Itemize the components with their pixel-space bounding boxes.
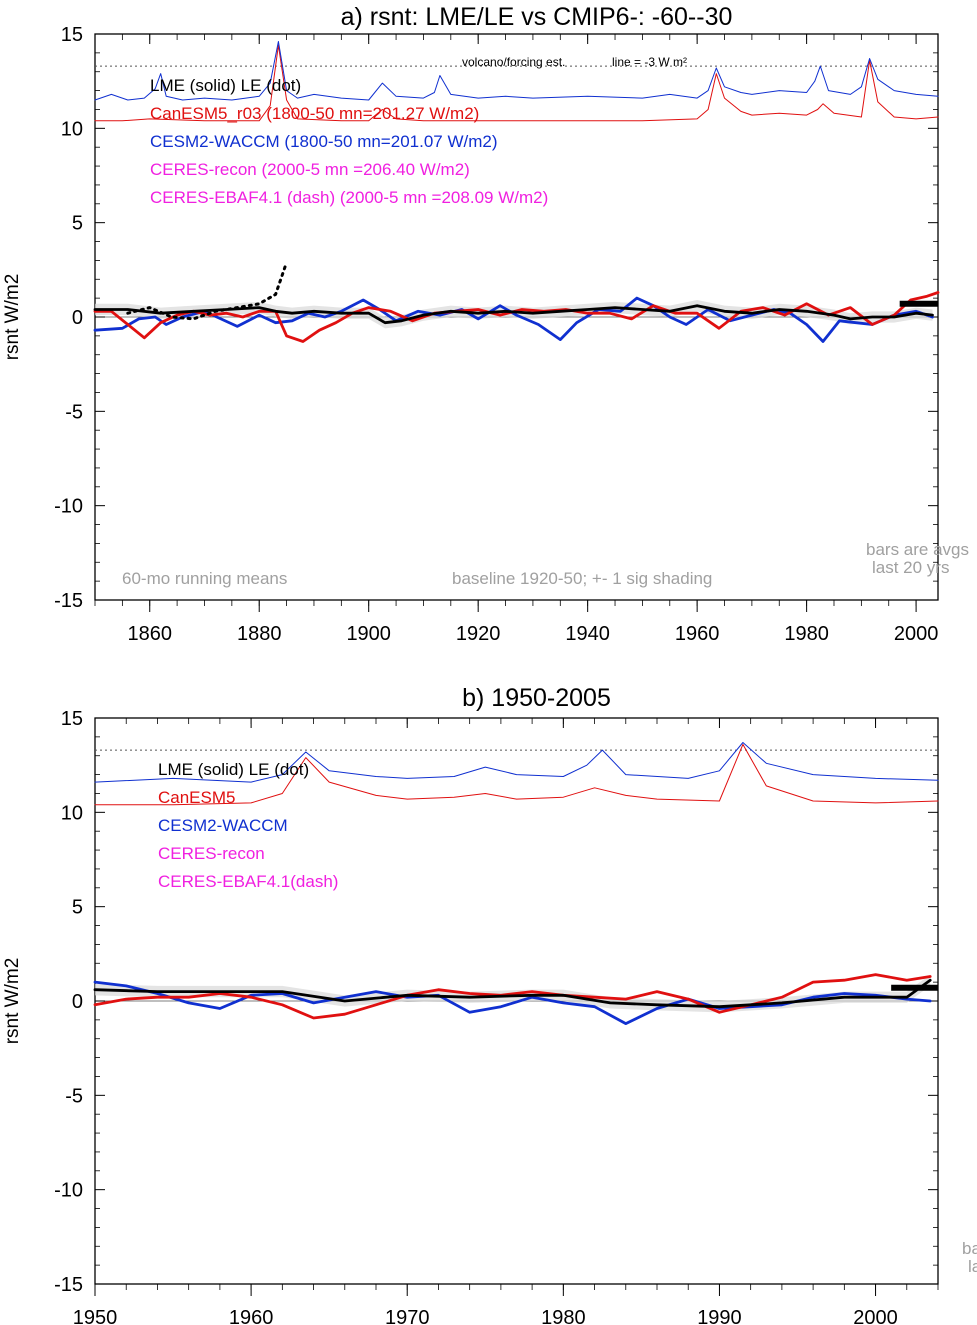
y-axis-label: rsnt W/m2 — [2, 274, 23, 361]
legend-entry: CERES-EBAF4.1 (dash) (2000-5 mn =208.09 … — [150, 188, 548, 207]
series-line-cesm2-forcing — [94, 742, 939, 783]
x-tick-label: 1980 — [784, 623, 829, 645]
series-line-le — [126, 260, 289, 321]
annotation: la — [968, 1257, 977, 1276]
legend-entry: CESM2-WACCM — [158, 816, 288, 835]
annotation: ba — [962, 1239, 977, 1258]
annotation: bars are avgs — [866, 540, 969, 559]
series-line-canesm5 — [93, 291, 940, 343]
reference-label: line = -3 W m² — [612, 55, 687, 69]
legend-entry: CERES-EBAF4.1(dash) — [158, 872, 338, 891]
y-tick-label: -5 — [65, 401, 83, 423]
chart-title: b) 1950-2005 — [462, 684, 611, 712]
y-tick-label: -15 — [54, 590, 83, 612]
x-tick-label: 2000 — [853, 1307, 898, 1325]
y-tick-label: 5 — [72, 897, 83, 919]
x-tick-label: 1880 — [237, 623, 282, 645]
x-tick-label: 1950 — [73, 1307, 118, 1325]
legend-entry: LME (solid) LE (dot) — [158, 760, 309, 779]
annotation: 60-mo running means — [122, 569, 287, 588]
x-tick-label: 1960 — [229, 1307, 274, 1325]
legend-entry: CESM2-WACCM (1800-50 mn=201.07 W/m2) — [150, 132, 498, 151]
x-tick-label: 1990 — [697, 1307, 742, 1325]
y-tick-label: 5 — [72, 213, 83, 235]
y-tick-label: 10 — [61, 802, 83, 824]
x-tick-label: 1940 — [565, 623, 610, 645]
x-tick-label: 1900 — [346, 623, 391, 645]
series-line-canesm5 — [93, 973, 932, 1020]
x-tick-label: 2000 — [894, 623, 939, 645]
legend-entry: CanESM5_r03 (1800-50 mn=201.27 W/m2) — [150, 104, 479, 123]
reference-label: volcano/forcing est. — [462, 55, 565, 69]
x-tick-label: 1980 — [541, 1307, 586, 1325]
panel-a: a) rsnt: LME/LE vs CMIP6-: -60--30 rsnt W… — [2, 3, 969, 645]
legend-entry: LME (solid) LE (dot) — [150, 76, 301, 95]
chart-title: a) rsnt: LME/LE vs CMIP6-: -60--30 — [341, 3, 733, 31]
y-tick-label: 0 — [72, 307, 83, 329]
y-tick-label: -5 — [65, 1085, 83, 1107]
panel-b: b) 1950-2005 rsnt W/m2 15 10 5 0 -5 -10 -15 1950 1… — [2, 684, 977, 1325]
x-tick-label: 1860 — [127, 623, 172, 645]
y-tick-label: 0 — [72, 991, 83, 1013]
y-tick-label: -15 — [54, 1274, 83, 1296]
legend-entry: CERES-recon (2000-5 mn =206.40 W/m2) — [150, 160, 470, 179]
annotation: last 20 yrs — [872, 558, 949, 577]
y-axis-label: rsnt W/m2 — [2, 958, 23, 1045]
legend-entry: CanESM5 — [158, 788, 235, 807]
annotation: baseline 1920-50; +- 1 sig shading — [452, 569, 712, 588]
y-tick-label: 10 — [61, 118, 83, 140]
series-line-canesm5-forcing — [94, 44, 939, 122]
series-line-cesm2-forcing — [94, 41, 939, 101]
series-line-lme — [93, 304, 934, 325]
x-tick-label: 1960 — [675, 623, 720, 645]
x-tick-label: 1920 — [456, 623, 501, 645]
y-tick-label: 15 — [61, 24, 83, 46]
y-tick-label: 15 — [61, 708, 83, 730]
series-line-lme — [93, 978, 932, 1009]
x-tick-label: 1970 — [385, 1307, 430, 1325]
y-tick-label: -10 — [54, 1180, 83, 1202]
legend-entry: CERES-recon — [158, 844, 265, 863]
y-tick-label: -10 — [54, 496, 83, 518]
series-line-canesm5-forcing — [94, 743, 939, 806]
